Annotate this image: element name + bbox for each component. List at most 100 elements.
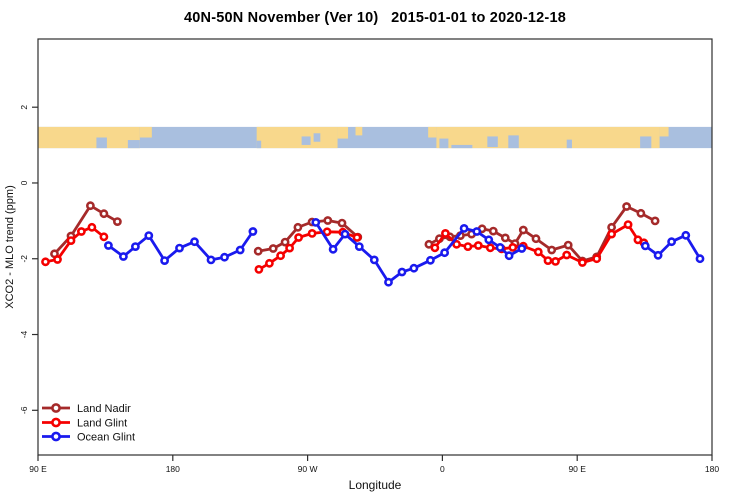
data-point-ocean-glint <box>440 248 449 258</box>
data-point-land-glint <box>53 255 62 264</box>
data-point-ocean-glint <box>160 256 169 265</box>
map-band-sea-patch <box>487 136 498 148</box>
data-point-ocean-glint <box>328 244 338 254</box>
data-point-land-nadir <box>280 237 290 247</box>
data-point-land-glint <box>578 258 587 267</box>
data-point-ocean-glint <box>397 267 407 277</box>
data-point-land-glint <box>562 250 572 260</box>
data-point-land-glint <box>508 242 518 252</box>
x-tick-label: 180 <box>166 464 180 474</box>
map-band-sea-patch <box>451 144 473 149</box>
data-point-land-glint <box>607 229 616 239</box>
map-band-sea-patch <box>566 139 572 149</box>
map-band-land <box>38 126 140 149</box>
data-point-land-glint <box>307 228 317 238</box>
map-band-land <box>256 126 338 149</box>
x-tick-label: 180 <box>705 464 719 474</box>
data-point-ocean-glint <box>190 237 199 247</box>
legend-item-land-glint: Land Glint <box>77 417 127 429</box>
data-point-land-nadir <box>650 216 660 226</box>
data-point-ocean-glint <box>472 227 482 236</box>
data-point-ocean-glint <box>495 242 505 252</box>
data-point-land-glint <box>77 227 86 236</box>
map-band-land <box>428 126 437 138</box>
data-point-ocean-glint <box>484 235 494 245</box>
data-point-land-nadir <box>424 239 434 249</box>
chart-title: 40N-50N November (Ver 10) 2015-01-01 to … <box>184 10 566 26</box>
map-band-sea-patch <box>301 136 311 145</box>
data-point-land-glint <box>264 258 274 268</box>
data-point-land-glint <box>294 233 303 242</box>
data-point-land-nadir <box>323 216 333 225</box>
map-band-land <box>355 126 363 136</box>
data-point-ocean-glint <box>175 243 184 253</box>
y-tick-label: 0 <box>19 180 29 185</box>
data-point-land-glint <box>533 247 543 257</box>
data-point-ocean-glint <box>653 250 663 260</box>
data-point-land-glint <box>41 257 50 267</box>
data-point-ocean-glint <box>206 255 216 265</box>
data-point-land-glint <box>87 222 97 232</box>
data-point-land-glint <box>99 232 109 242</box>
data-point-ocean-glint <box>695 254 705 264</box>
data-point-land-nadir <box>607 222 616 232</box>
data-point-land-nadir <box>337 218 347 228</box>
data-point-ocean-glint <box>119 252 128 261</box>
data-point-land-glint <box>440 228 450 238</box>
map-band-sea-patch <box>313 133 321 142</box>
data-point-ocean-glint <box>220 252 229 262</box>
y-tick-label: -2 <box>19 255 29 263</box>
data-point-ocean-glint <box>354 242 364 251</box>
x-tick-label: 90 W <box>298 464 318 474</box>
data-point-land-nadir <box>500 233 510 243</box>
map-band-land <box>659 126 669 137</box>
data-point-ocean-glint <box>248 227 258 236</box>
data-point-land-nadir <box>636 208 646 218</box>
data-point-land-nadir <box>253 246 263 256</box>
legend-swatch-marker <box>51 403 61 413</box>
legend-swatch-marker <box>51 417 61 428</box>
y-tick-label: -6 <box>19 406 29 414</box>
data-point-land-nadir <box>113 217 122 226</box>
series-line-ocean-glint <box>314 220 524 284</box>
y-axis-title: XCO2 - MLO trend (ppm) <box>4 185 16 308</box>
map-band-land <box>139 126 152 138</box>
data-point-land-glint <box>485 243 495 253</box>
data-point-ocean-glint <box>425 255 435 265</box>
data-point-land-glint <box>254 264 264 274</box>
map-band-sea-patch <box>508 135 519 149</box>
data-point-ocean-glint <box>640 241 650 251</box>
y-tick-label: 2 <box>19 105 29 110</box>
map-band-land <box>337 126 349 139</box>
map-band-sea-patch <box>127 140 140 149</box>
data-point-ocean-glint <box>130 242 140 251</box>
data-point-land-nadir <box>268 244 278 253</box>
data-point-ocean-glint <box>104 241 113 250</box>
data-point-ocean-glint <box>667 237 676 247</box>
data-point-ocean-glint <box>504 251 514 261</box>
x-tick-label: 90 E <box>29 464 47 474</box>
map-band-sea-patch <box>256 140 262 149</box>
data-point-land-glint <box>322 227 332 237</box>
data-point-land-glint <box>276 251 285 261</box>
data-point-land-nadir <box>293 222 303 232</box>
data-point-land-glint <box>352 233 362 242</box>
data-point-land-glint <box>285 243 294 253</box>
data-point-ocean-glint <box>517 244 527 253</box>
data-point-land-glint <box>592 254 602 264</box>
data-point-land-nadir <box>518 225 528 235</box>
data-point-land-glint <box>66 236 76 245</box>
data-point-land-glint <box>452 239 461 249</box>
data-point-ocean-glint <box>235 245 245 255</box>
legend-swatch-marker <box>51 431 61 442</box>
data-point-land-nadir <box>563 240 573 250</box>
data-point-land-nadir <box>99 209 109 219</box>
data-point-ocean-glint <box>459 223 469 233</box>
data-point-land-glint <box>430 243 440 253</box>
data-point-land-nadir <box>622 202 631 211</box>
data-point-land-glint <box>623 220 633 229</box>
data-point-land-glint <box>543 256 553 265</box>
x-tick-label: 0 <box>440 464 445 474</box>
